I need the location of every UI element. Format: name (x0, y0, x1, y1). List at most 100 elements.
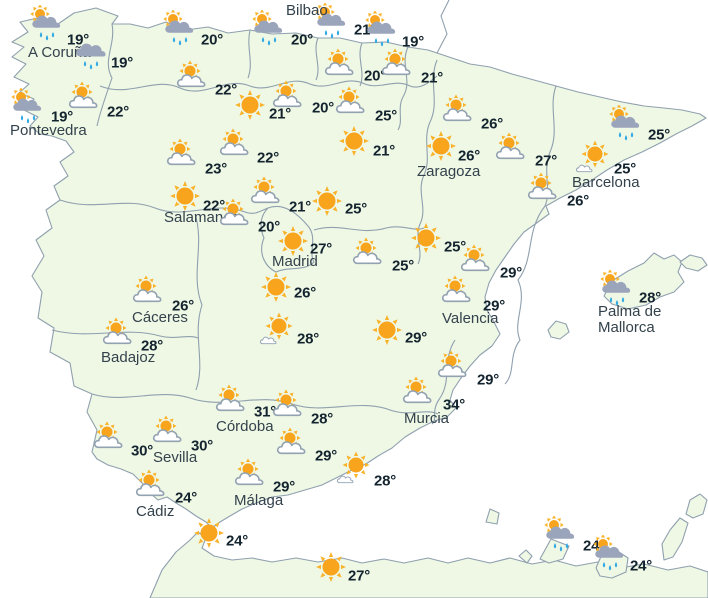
temperature-label: 28° (639, 289, 662, 307)
weather-station (419, 126, 463, 166)
city-label: Cádiz (136, 503, 175, 520)
weather-station (249, 176, 293, 216)
weather-station (163, 176, 207, 216)
sun-cloud-icon (441, 275, 471, 303)
weather-station (165, 138, 209, 178)
city-label: Málaga (234, 492, 284, 509)
weather-station (440, 275, 484, 315)
sun-rain-icon (30, 5, 61, 41)
city-label: Palma de Mallorca (598, 303, 662, 336)
sun-icon (411, 223, 441, 253)
sun-cloud-icon (335, 86, 365, 114)
city-label: Badajoz (101, 349, 156, 366)
temperature-label: 28° (141, 337, 164, 355)
weather-station (70, 36, 114, 76)
balearic-islands (547, 252, 708, 340)
temperature-label: 20° (312, 99, 335, 117)
weather-station (101, 317, 145, 357)
temperature-label: 23° (205, 160, 228, 178)
temperature-label: 28° (374, 472, 397, 490)
weather-station (494, 132, 538, 172)
city-label: Córdoba (216, 418, 274, 435)
weather-station (151, 415, 195, 455)
temperature-label: 27° (348, 567, 371, 585)
weather-station (351, 237, 395, 277)
sun-cloud-icon (176, 60, 206, 88)
sun-icon (426, 131, 456, 161)
temperature-label: 19° (51, 108, 74, 126)
weather-station (590, 535, 634, 575)
temperature-label: 27° (535, 152, 558, 170)
weather-station (275, 427, 319, 467)
weather-station (436, 350, 480, 390)
sun-icon (170, 181, 200, 211)
weather-station (92, 421, 136, 461)
temperature-label: 34° (443, 396, 466, 414)
temperature-label: 25° (648, 126, 671, 144)
weather-station (228, 85, 272, 125)
temperature-label: 22° (203, 197, 226, 215)
weather-station (332, 121, 376, 161)
weather-station (218, 128, 262, 168)
weather-station (305, 181, 349, 221)
temperature-label: 21° (373, 142, 396, 160)
temperature-label: 26° (481, 115, 504, 133)
temperature-label: 20° (291, 31, 314, 49)
weather-station (573, 139, 617, 179)
mainland-spain (11, 7, 707, 529)
temperature-label: 25° (345, 200, 368, 218)
sun-rain-icon (315, 3, 346, 39)
weather-station (67, 81, 111, 121)
weather-station (365, 310, 409, 350)
weather-station (160, 10, 204, 50)
city-label: Murcia (404, 410, 450, 427)
island-mallorca (603, 252, 685, 310)
sun-small-cloud-icon (575, 140, 609, 173)
sun-icon (278, 226, 308, 256)
sun-cloud-icon (234, 458, 264, 486)
temperature-label: 20° (201, 31, 224, 49)
temperature-label: 29° (315, 447, 338, 465)
city-label: Zaragoza (417, 163, 481, 180)
sun-rain-icon (163, 10, 194, 46)
temperature-label: 29° (273, 478, 296, 496)
sun-rain-icon (600, 270, 631, 306)
france-coast (436, 0, 450, 54)
sun-cloud-icon (276, 427, 306, 455)
sun-cloud-icon (219, 198, 249, 226)
sun-icon (316, 552, 346, 582)
temperature-label: 24° (630, 557, 653, 575)
temperature-label: 21° (269, 105, 292, 123)
sun-cloud-icon (402, 376, 432, 404)
sun-cloud-icon (352, 237, 382, 265)
temperature-label: 22° (257, 149, 280, 167)
temperature-label: 29° (405, 329, 428, 347)
sun-cloud-icon (272, 80, 302, 108)
sun-rain-icon (365, 11, 396, 47)
sun-small-cloud-icon (259, 312, 293, 345)
weather-station (334, 86, 378, 126)
weather-station (441, 94, 485, 134)
temperature-label: 30° (131, 442, 154, 460)
temperature-label: 21° (289, 198, 312, 216)
temperature-label: 26° (294, 284, 317, 302)
city-label: Bilbao (286, 2, 328, 19)
sun-cloud-icon (152, 415, 182, 443)
temperature-label: 21° (421, 69, 444, 87)
rain-icon (76, 43, 106, 70)
sun-cloud-icon (219, 128, 249, 156)
temperature-label: 25° (444, 238, 467, 256)
island-menorca (679, 254, 708, 272)
sun-cloud-icon (442, 94, 472, 122)
weather-station (334, 450, 378, 490)
weather-station (175, 60, 219, 100)
city-label: Valencia (442, 310, 499, 327)
weather-station (254, 267, 298, 307)
temperature-label: 19° (111, 54, 134, 72)
weather-station (214, 384, 258, 424)
sun-cloud-icon (93, 421, 123, 449)
sun-icon (312, 186, 342, 216)
sun-rain-icon (609, 105, 640, 141)
weather-station (218, 198, 262, 238)
